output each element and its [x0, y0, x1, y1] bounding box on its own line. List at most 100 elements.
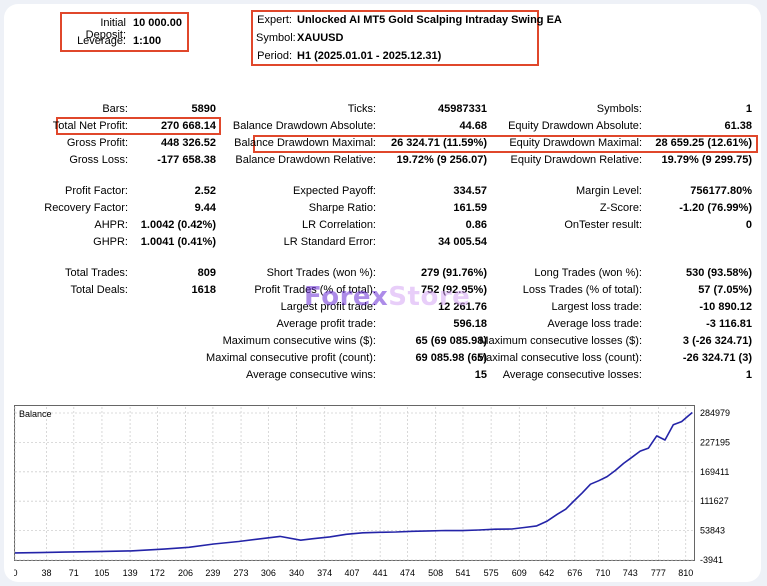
stat-value: 28 659.25 (12.61%) — [655, 137, 752, 149]
chart-y-tick-label: 53843 — [700, 526, 725, 536]
chart-y-tick-label: 284979 — [700, 408, 730, 418]
stat-value: 161.59 — [453, 202, 487, 214]
stat-label: Long Trades (won %): — [534, 267, 642, 279]
stat-label: Maximal consecutive loss (count): — [476, 352, 642, 364]
stat-value: 1.0041 (0.41%) — [140, 236, 216, 248]
chart-x-tick-label: 609 — [512, 568, 527, 578]
stat-label: Loss Trades (% of total): — [522, 284, 642, 296]
stat-value: 26 324.71 (11.59%) — [390, 137, 487, 149]
chart-x-tick-label: 508 — [428, 568, 443, 578]
stat-label: Average consecutive losses: — [502, 369, 642, 381]
chart-x-tick-label: 306 — [261, 568, 276, 578]
chart-x-tick-label: 105 — [94, 568, 109, 578]
chart-x-tick-label: 172 — [150, 568, 165, 578]
stat-value: 61.38 — [724, 120, 752, 132]
chart-x-tick-label: 0 — [14, 568, 18, 578]
period-value: H1 (2025.01.01 - 2025.12.31) — [297, 50, 442, 62]
stat-value: 12 261.76 — [438, 301, 487, 313]
stat-label: Expected Payoff: — [293, 185, 376, 197]
stat-value: 65 (69 085.98) — [415, 335, 487, 347]
stat-label: AHPR: — [94, 219, 128, 231]
expert-highlight-box — [251, 10, 539, 66]
stat-label: Maximum consecutive wins ($): — [222, 335, 376, 347]
stat-label: Balance Drawdown Absolute: — [232, 120, 376, 132]
chart-x-tick-label: 777 — [651, 568, 666, 578]
stat-label: GHPR: — [93, 236, 128, 248]
chart-x-tick-label: 743 — [623, 568, 638, 578]
chart-x-tick-label: 642 — [539, 568, 554, 578]
stat-value: -177 658.38 — [157, 154, 216, 166]
stat-value: 1.0042 (0.42%) — [140, 219, 216, 231]
stat-value: 57 (7.05%) — [698, 284, 752, 296]
chart-x-tick-label: 38 — [41, 568, 51, 578]
stat-value: 752 (92.95%) — [420, 284, 487, 296]
stat-label: LR Standard Error: — [283, 236, 376, 248]
stat-label: Gross Loss: — [69, 154, 128, 166]
stat-label: Average profit trade: — [276, 318, 376, 330]
stat-label: Bars: — [102, 103, 128, 115]
stat-label: Average consecutive wins: — [245, 369, 376, 381]
initial-deposit-label: Initial Deposit: — [85, 17, 126, 41]
stat-value: 34 005.54 — [438, 236, 487, 248]
chart-x-tick-label: 239 — [205, 568, 220, 578]
stat-label: Total Deals: — [70, 284, 128, 296]
stat-label: Recovery Factor: — [44, 202, 128, 214]
stat-label: Maximum consecutive losses ($): — [479, 335, 642, 347]
stat-value: 19.72% (9 256.07) — [396, 154, 487, 166]
expert-value: Unlocked AI MT5 Gold Scalping Intraday S… — [297, 14, 562, 26]
chart-y-tick-label: -3941 — [700, 555, 723, 565]
deposit-highlight-box — [60, 12, 189, 52]
chart-title: Balance — [19, 409, 52, 419]
chart-x-tick-label: 676 — [567, 568, 582, 578]
stat-value: 69 085.98 (65) — [415, 352, 487, 364]
balance-series-line — [14, 411, 693, 554]
stat-value: 530 (93.58%) — [685, 267, 752, 279]
leverage-value: 1:100 — [133, 35, 162, 47]
drawdown-maximal-highlight-box — [253, 135, 758, 153]
stat-value: 3 (-26 324.71) — [682, 335, 752, 347]
stat-value: 270 668.14 — [160, 120, 216, 132]
stat-label: Average loss trade: — [547, 318, 642, 330]
watermark-logo: ForexStore — [304, 282, 471, 312]
chart-x-tick-label: 810 — [678, 568, 693, 578]
balance-chart: 0 38 71 105 139 172 206 239 273 306 340 374 407 441 47… — [12, 405, 753, 580]
stat-value: -1.20 (76.99%) — [679, 202, 752, 214]
stat-value: -3 116.81 — [706, 318, 752, 330]
stat-label: Profit Trades (% of total): — [254, 284, 376, 296]
stat-value: 15 — [474, 369, 487, 381]
stat-label: Sharpe Ratio: — [308, 202, 376, 214]
stat-label: Largest loss trade: — [551, 301, 643, 313]
chart-x-tick-label: 139 — [123, 568, 138, 578]
initial-deposit-value: 10 000.00 — [133, 17, 182, 29]
stat-label: OnTester result: — [564, 219, 642, 231]
stat-label: Short Trades (won %): — [266, 267, 376, 279]
symbol-label: Symbol: — [256, 32, 296, 44]
stat-value: 45987331 — [438, 103, 487, 115]
stat-value: 5890 — [191, 103, 216, 115]
symbol-value: XAUUSD — [297, 32, 344, 44]
stat-value: 596.18 — [453, 318, 487, 330]
stat-label: Profit Factor: — [65, 185, 128, 197]
stat-value: 448 326.52 — [160, 137, 216, 149]
chart-y-tick-label: 111627 — [700, 496, 729, 506]
chart-plot-border — [14, 405, 695, 561]
stat-value: 0 — [745, 219, 752, 231]
stat-value: 756177.80% — [690, 185, 752, 197]
stat-value: -26 324.71 (3) — [682, 352, 752, 364]
chart-y-tick-label: 169411 — [700, 467, 729, 477]
chart-x-tick-label: 710 — [595, 568, 610, 578]
stat-value: -10 890.12 — [699, 301, 752, 313]
stat-value: 44.68 — [459, 120, 487, 132]
stat-label: Total Net Profit: — [52, 120, 128, 132]
stat-value: 1 — [745, 103, 752, 115]
stat-value: 279 (91.76%) — [420, 267, 487, 279]
stat-label: Maximal consecutive profit (count): — [206, 352, 376, 364]
chart-x-tick-label: 575 — [484, 568, 499, 578]
chart-x-tick-label: 474 — [400, 568, 415, 578]
expert-label: Expert: — [257, 14, 292, 26]
stat-label: Z-Score: — [599, 202, 642, 214]
period-label: Period: — [257, 50, 292, 62]
chart-x-tick-label: 340 — [289, 568, 304, 578]
chart-x-tick-label: 541 — [455, 568, 470, 578]
leverage-label: Leverage: — [77, 35, 126, 47]
